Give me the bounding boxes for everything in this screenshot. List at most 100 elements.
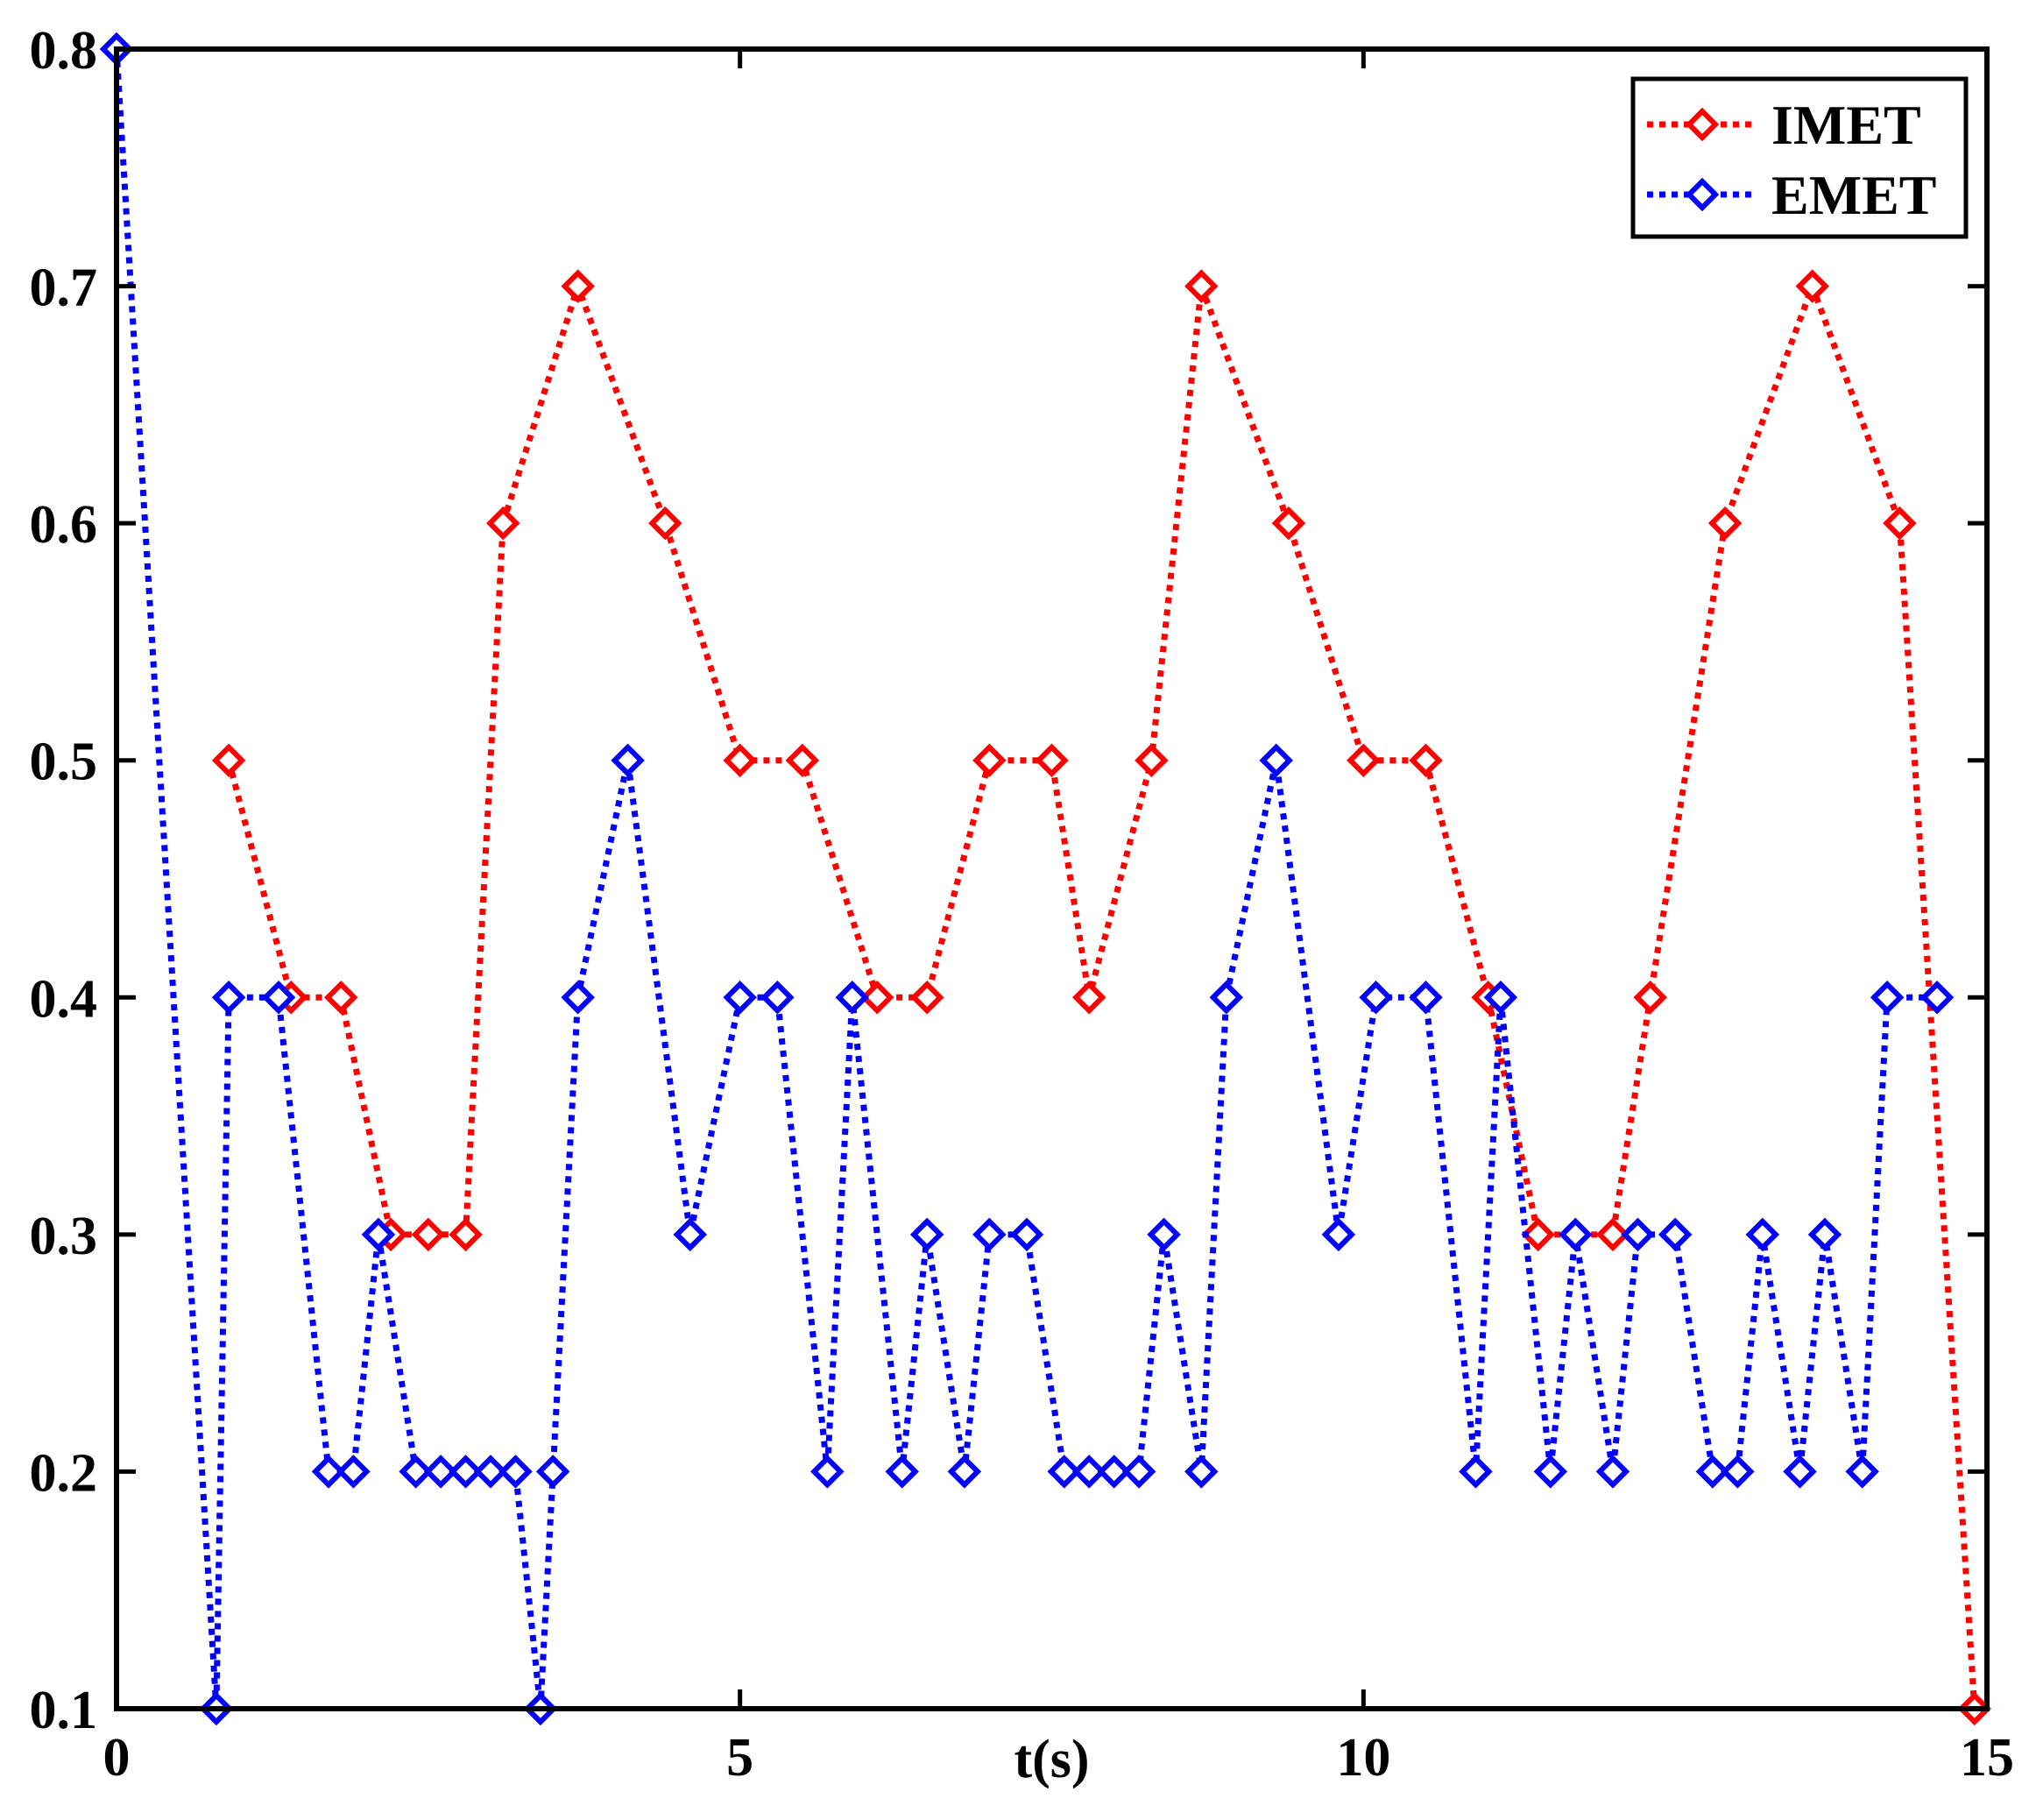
- data-point-emet-51: [1919, 981, 1955, 1015]
- data-point-emet-33: [1259, 743, 1293, 777]
- data-point-emet-41: [1595, 1455, 1630, 1489]
- data-point-imet-9: [723, 743, 757, 777]
- data-point-imet-22: [1521, 1217, 1555, 1252]
- series-emet: [99, 32, 1955, 1726]
- data-point-imet-15: [1071, 981, 1106, 1015]
- series-imet: [211, 269, 1992, 1726]
- legend-entries: IMET EMET: [1647, 94, 1936, 226]
- data-point-emet-24: [972, 1217, 1007, 1252]
- series-line-emet: [113, 48, 1938, 1712]
- data-point-emet-9: [449, 1455, 483, 1489]
- y-tick-label: 0.7: [30, 258, 98, 318]
- data-point-emet-19: [810, 1455, 845, 1489]
- data-point-imet-11: [859, 981, 894, 1015]
- tick-layer: 0 5 10 15 0.1 0.2 0.3 0.4 0.5 0.6 0.7 0.8: [30, 21, 2015, 1788]
- data-point-imet-17: [1184, 269, 1219, 303]
- y-tick-label: 0.2: [30, 1443, 98, 1503]
- data-point-emet-14: [561, 981, 595, 1015]
- data-point-emet-10: [473, 1455, 508, 1489]
- data-point-emet-23: [947, 1455, 982, 1489]
- y-tick-label: 0.1: [30, 1681, 98, 1740]
- data-point-emet-44: [1695, 1455, 1730, 1489]
- legend-label: IMET: [1771, 94, 1921, 156]
- data-point-imet-18: [1271, 506, 1306, 541]
- data-point-emet-43: [1658, 1217, 1693, 1252]
- y-tick-label: 0.3: [30, 1207, 98, 1266]
- data-point-emet-21: [885, 1455, 919, 1489]
- data-point-emet-32: [1209, 981, 1244, 1015]
- data-point-imet-19: [1347, 743, 1381, 777]
- data-point-emet-29: [1121, 1455, 1156, 1489]
- data-point-emet-8: [423, 1455, 458, 1489]
- data-point-imet-6: [485, 506, 520, 541]
- data-point-imet-27: [1883, 506, 1917, 541]
- data-point-emet-26: [1047, 1455, 1081, 1489]
- data-point-emet-5: [336, 1455, 371, 1489]
- data-point-emet-30: [1147, 1217, 1181, 1252]
- series-layer: [99, 32, 1992, 1726]
- data-point-imet-0: [211, 743, 246, 777]
- data-point-emet-4: [311, 1455, 346, 1489]
- legend-marker-diamond-icon: [1685, 177, 1720, 212]
- series-line-imet: [225, 283, 1978, 1710]
- data-point-imet-4: [411, 1217, 446, 1252]
- y-tick-label: 0.5: [30, 733, 98, 792]
- data-point-imet-5: [449, 1217, 483, 1252]
- data-point-imet-24: [1633, 981, 1667, 1015]
- data-point-imet-10: [785, 743, 820, 777]
- data-point-emet-16: [673, 1217, 707, 1252]
- data-point-emet-22: [909, 1217, 944, 1252]
- data-point-emet-28: [1097, 1455, 1131, 1489]
- legend-label: EMET: [1771, 164, 1936, 226]
- data-point-emet-34: [1321, 1217, 1356, 1252]
- data-point-imet-13: [972, 743, 1007, 777]
- x-axis-label: t(s): [1014, 1730, 1089, 1789]
- legend-box: [1630, 76, 1969, 239]
- data-point-emet-47: [1783, 1455, 1817, 1489]
- y-tick-label: 0.4: [30, 969, 98, 1029]
- legend-marker-diamond-icon: [1685, 107, 1720, 142]
- data-point-imet-16: [1135, 743, 1169, 777]
- x-tick-label: 10: [1336, 1728, 1390, 1788]
- legend-entry-emet: EMET: [1647, 164, 1936, 226]
- data-point-emet-25: [1009, 1217, 1044, 1252]
- data-point-emet-35: [1359, 981, 1393, 1015]
- data-point-emet-7: [399, 1455, 433, 1489]
- data-point-imet-8: [648, 506, 682, 541]
- plot-frame: [114, 46, 1990, 1711]
- data-point-imet-26: [1795, 269, 1829, 303]
- data-point-emet-27: [1071, 1455, 1106, 1489]
- data-point-emet-6: [361, 1217, 396, 1252]
- data-point-emet-45: [1721, 1455, 1755, 1489]
- data-point-emet-15: [611, 743, 645, 777]
- data-point-emet-49: [1845, 1455, 1879, 1489]
- data-point-imet-23: [1595, 1217, 1630, 1252]
- data-point-emet-20: [835, 981, 870, 1015]
- data-point-imet-14: [1035, 743, 1069, 777]
- data-point-emet-38: [1483, 981, 1518, 1015]
- data-point-emet-11: [498, 1455, 533, 1489]
- data-point-imet-12: [909, 981, 944, 1015]
- data-point-emet-46: [1745, 1217, 1780, 1252]
- data-point-emet-48: [1807, 1217, 1842, 1252]
- data-point-emet-39: [1533, 1455, 1568, 1489]
- x-tick-label: 5: [726, 1728, 753, 1788]
- data-point-emet-37: [1459, 1455, 1493, 1489]
- legend: IMET EMET: [1630, 76, 1969, 239]
- legend-entry-imet: IMET: [1647, 94, 1921, 156]
- x-tick-label: 0: [103, 1728, 131, 1788]
- x-tick-label: 15: [1960, 1728, 2014, 1788]
- data-point-imet-7: [561, 269, 595, 303]
- data-point-emet-3: [261, 981, 296, 1015]
- y-tick-label: 0.6: [30, 495, 98, 555]
- data-point-emet-50: [1870, 981, 1905, 1015]
- data-point-imet-25: [1707, 506, 1743, 541]
- data-point-emet-13: [535, 1455, 570, 1489]
- data-point-imet-2: [323, 981, 358, 1015]
- data-point-emet-40: [1559, 1217, 1593, 1252]
- data-point-emet-2: [211, 981, 246, 1015]
- data-point-emet-36: [1409, 981, 1443, 1015]
- data-point-emet-18: [760, 981, 795, 1015]
